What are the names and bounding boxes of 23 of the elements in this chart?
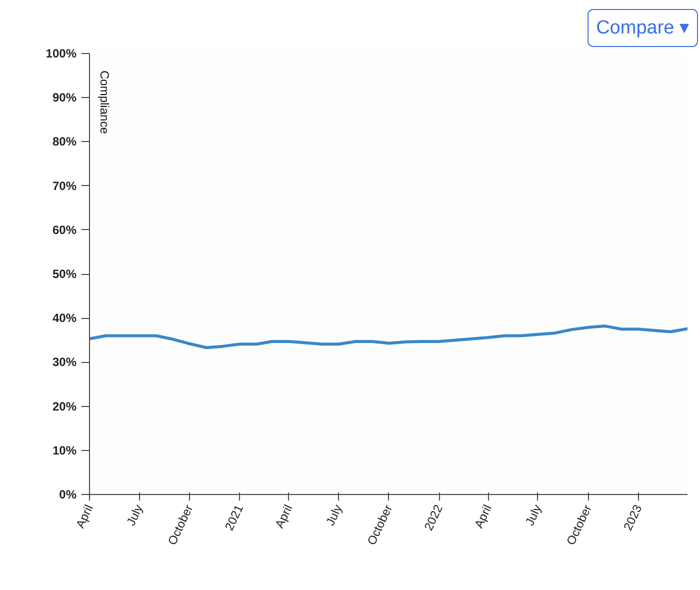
y-tick-label: 90% (52, 90, 77, 105)
text: Compare ▾ (596, 18, 690, 38)
y-tick-label: 50% (52, 267, 77, 281)
y-tick-label: 60% (52, 222, 77, 237)
x-tick-label: 2023 (620, 502, 645, 533)
y-tick-label: 40% (52, 311, 77, 326)
y-axis-title: Compliance (98, 70, 112, 134)
y-tick-label: 30% (52, 355, 77, 370)
x-tick-label: July (323, 502, 345, 528)
y-tick-label: 100% (46, 46, 77, 60)
y-tick-label: 70% (52, 178, 77, 193)
line-series (90, 324, 688, 350)
x-tick-label: April (472, 502, 495, 530)
y-tick-label: 20% (52, 399, 77, 414)
x-tick-label: July (522, 502, 544, 528)
y-tick-label: 80% (52, 134, 77, 149)
y-tick-label: 10% (52, 443, 77, 458)
x-tick-label: April (73, 502, 96, 530)
y-tick-label: 0% (59, 488, 77, 502)
x-tick-label: 2021 (222, 502, 246, 533)
x-tick-label: 2022 (421, 502, 446, 533)
x-tick-label: April (272, 502, 296, 530)
x-tick-label: July (124, 502, 146, 528)
